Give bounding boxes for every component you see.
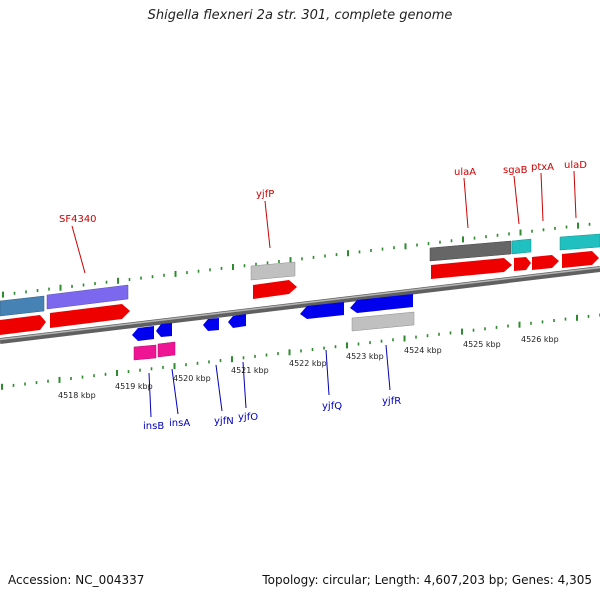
forward-tick-track xyxy=(2,222,591,298)
gene-label-insa[interactable]: insA xyxy=(169,418,190,429)
gene-label-ulad[interactable]: ulaD xyxy=(564,160,587,171)
gene-feature-steelblue[interactable] xyxy=(0,295,45,317)
forward-features xyxy=(0,233,600,335)
gene-label-sgab[interactable]: sgaB xyxy=(503,165,528,176)
kbp-label: 4524 kbp xyxy=(404,346,442,355)
cds-arrow-reverse[interactable] xyxy=(228,314,246,328)
kbp-label: 4525 kbp xyxy=(463,340,501,349)
gene-feature-sgab[interactable] xyxy=(511,238,532,255)
kbp-label: 4519 kbp xyxy=(115,382,153,391)
gene-feature-yjfr[interactable] xyxy=(351,311,415,332)
cds-arrow[interactable] xyxy=(532,255,559,270)
leader-line xyxy=(71,225,86,274)
cds-arrow-reverse[interactable] xyxy=(203,318,219,331)
genome-backbone-highlight xyxy=(0,266,600,341)
leader-line xyxy=(264,200,271,249)
genome-backbone xyxy=(0,266,600,344)
leader-line xyxy=(325,349,330,396)
gene-label-yjfn[interactable]: yjfN xyxy=(214,416,234,427)
cds-arrow-reverse[interactable] xyxy=(156,323,172,337)
leader-line xyxy=(171,368,179,415)
kbp-label: 4520 kbp xyxy=(173,374,211,383)
gene-label-yjfq[interactable]: yjfQ xyxy=(322,401,342,412)
kbp-label: 4521 kbp xyxy=(231,366,269,375)
cds-arrow-reverse[interactable] xyxy=(350,294,413,313)
leader-line xyxy=(242,361,247,409)
gene-label-ulaa[interactable]: ulaA xyxy=(454,167,476,178)
leader-line xyxy=(573,170,577,219)
gene-label-yjfr[interactable]: yjfR xyxy=(382,396,401,407)
gene-feature-ulad[interactable] xyxy=(559,233,600,251)
cds-arrow[interactable] xyxy=(0,315,46,335)
cds-arrow[interactable] xyxy=(514,257,531,271)
gene-label-yjfo[interactable]: yjfO xyxy=(238,412,258,423)
gene-feature-ulaa[interactable] xyxy=(429,240,512,262)
gene-feature-insa[interactable] xyxy=(157,341,176,358)
kbp-label: 4523 kbp xyxy=(346,352,384,361)
accession-text: Accession: NC_004337 xyxy=(8,573,145,587)
leader-line xyxy=(513,175,520,225)
cds-arrow[interactable] xyxy=(562,251,599,268)
reverse-features xyxy=(132,294,415,361)
leader-line xyxy=(540,172,544,222)
gene-feature-yjfp[interactable] xyxy=(250,261,296,281)
gene-label-ptxa[interactable]: ptxA xyxy=(531,162,554,173)
kbp-label: 4522 kbp xyxy=(289,359,327,368)
leader-line xyxy=(385,344,391,391)
leader-line xyxy=(148,372,152,418)
gene-label-yjfp[interactable]: yjfP xyxy=(256,189,274,200)
cds-arrow[interactable] xyxy=(431,258,512,279)
gene-label-sf4340[interactable]: SF4340 xyxy=(59,214,97,225)
map-title: Shigella flexneri 2a str. 301, complete … xyxy=(147,8,453,23)
leader-line xyxy=(463,177,469,229)
genome-summary-text: Topology: circular; Length: 4,607,203 bp… xyxy=(262,573,592,587)
cds-arrow[interactable] xyxy=(50,304,130,328)
kbp-label: 4526 kbp xyxy=(521,335,559,344)
forward-gene-labels: SF4340 yjfP ulaA sgaB ptxA ulaD xyxy=(59,160,587,274)
gene-label-insb[interactable]: insB xyxy=(143,421,164,432)
reverse-tick-track xyxy=(1,313,600,390)
leader-line xyxy=(215,364,223,412)
kbp-label: 4518 kbp xyxy=(58,391,96,400)
cds-arrow-reverse[interactable] xyxy=(132,326,154,341)
gene-feature-sf4340[interactable] xyxy=(46,284,129,310)
reverse-gene-labels: insB insA yjfN yjfO yjfQ yjfR xyxy=(143,344,401,432)
cds-arrow[interactable] xyxy=(253,280,297,299)
gene-feature-insb[interactable] xyxy=(133,344,157,361)
kbp-labels: 4518 kbp 4519 kbp 4520 kbp 4521 kbp 4522… xyxy=(58,335,559,400)
cds-arrow-reverse[interactable] xyxy=(300,302,344,319)
